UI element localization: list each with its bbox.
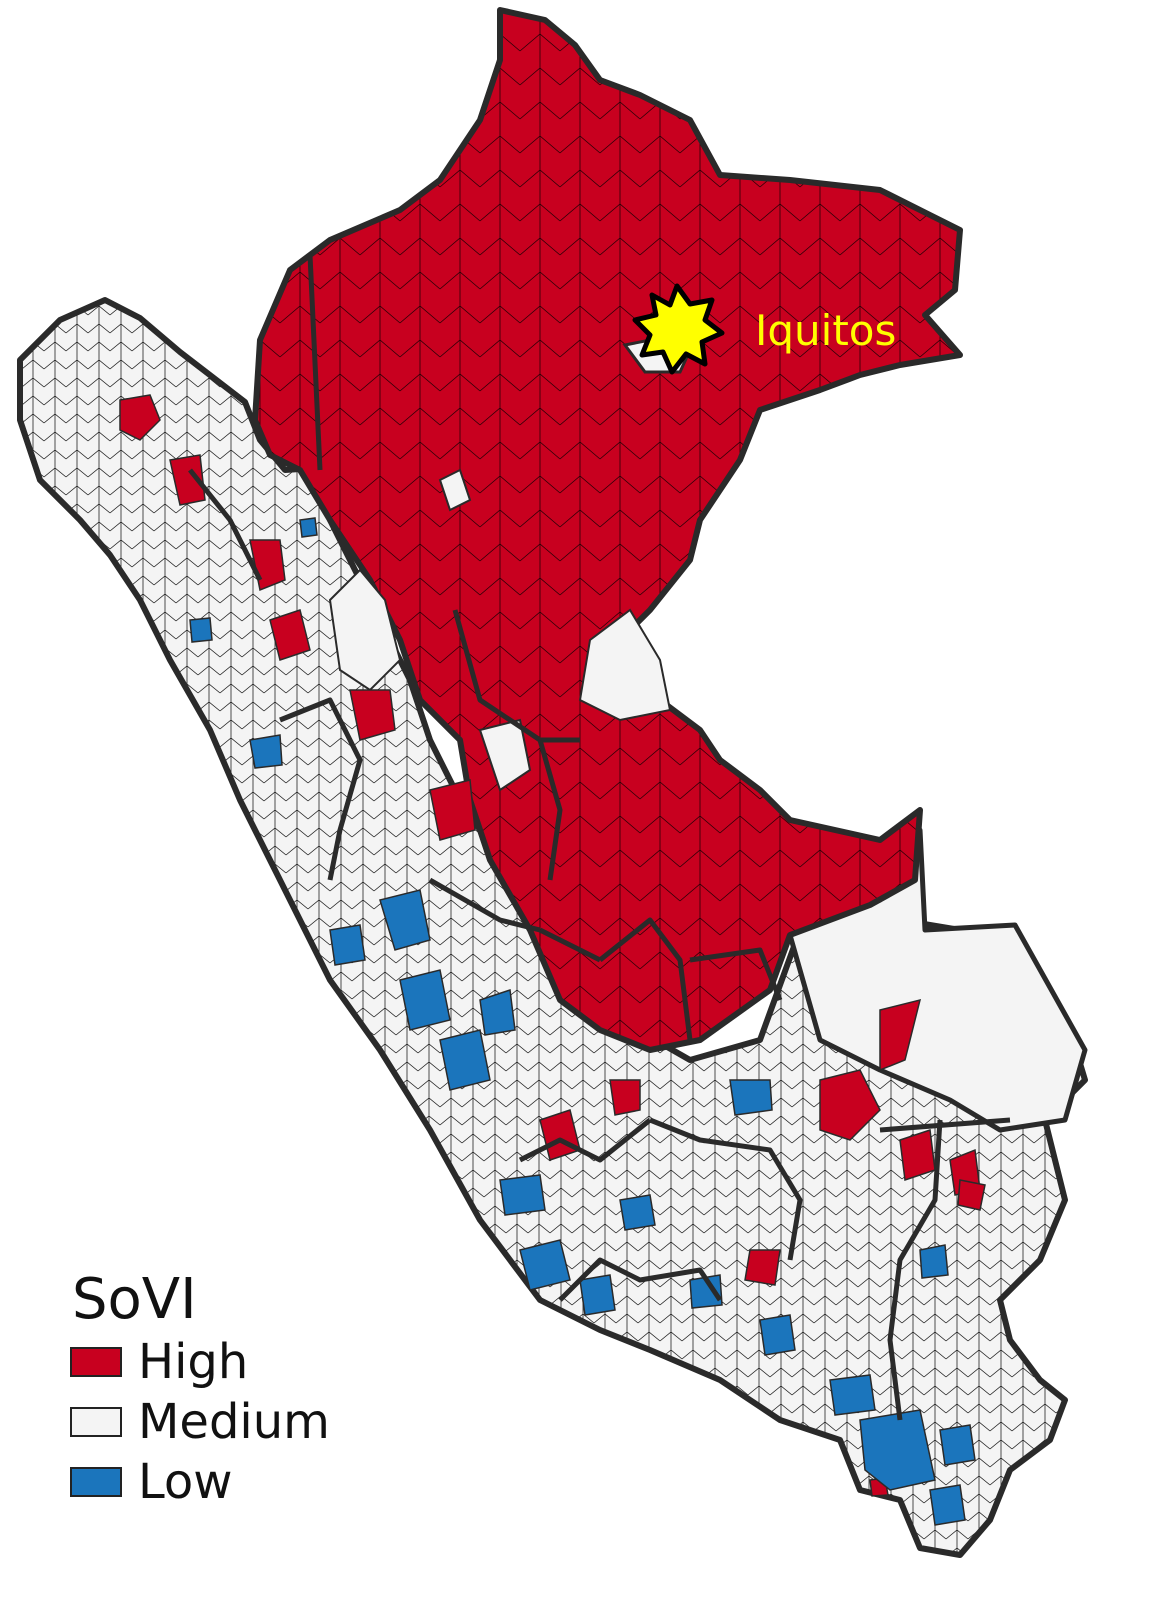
scattered-high-districts	[119, 394, 986, 1497]
legend-label-low: Low	[138, 1454, 233, 1510]
legend: SoVI High Medium Low	[70, 1268, 330, 1512]
central-medium-patch	[328, 568, 402, 692]
ucayali-medium-patch	[578, 608, 672, 722]
low-swatch	[70, 1467, 122, 1497]
legend-label-medium: Medium	[138, 1394, 330, 1450]
iquitos-label: Iquitos	[755, 306, 897, 355]
iquitos-marker	[622, 283, 725, 375]
medium-swatch	[70, 1407, 122, 1437]
huanuco-medium-patch	[478, 718, 532, 792]
legend-label-high: High	[138, 1334, 249, 1390]
north-high-region	[252, 7, 963, 1053]
marañon-medium-patch	[438, 468, 472, 512]
scattered-low-districts	[189, 517, 976, 1526]
legend-item-low: Low	[70, 1452, 330, 1512]
legend-title: SoVI	[72, 1267, 197, 1332]
legend-item-high: High	[70, 1332, 330, 1392]
legend-item-medium: Medium	[70, 1392, 330, 1452]
star-marker-icon	[632, 283, 725, 375]
department-borders	[188, 254, 1011, 1421]
high-swatch	[70, 1347, 122, 1377]
